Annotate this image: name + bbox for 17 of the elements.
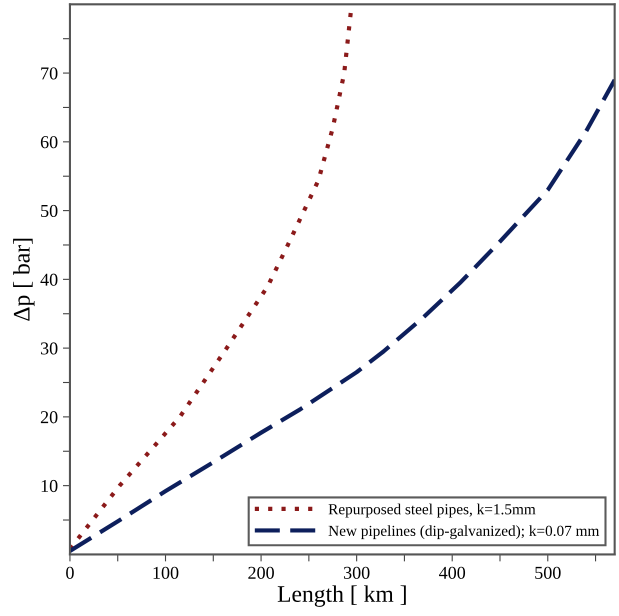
- x-tick-label: 200: [248, 566, 274, 579]
- y-tick-label: 40: [40, 274, 58, 286]
- y-tick-label: 60: [40, 136, 58, 148]
- x-tick-label: 500: [535, 566, 561, 579]
- y-tick-label: 20: [40, 411, 58, 424]
- x-tick-label: 400: [439, 566, 466, 579]
- x-tick-label: 0: [66, 566, 74, 579]
- x-tick-label: 300: [344, 566, 370, 579]
- x-axis-title: Length [ km ]: [278, 585, 406, 607]
- y-axis-title: Δp [ bar]: [13, 238, 35, 321]
- y-tick-label: 30: [40, 342, 58, 355]
- legend-label: New pipelines (dip-galvanized); k=0.07 mm: [328, 525, 600, 540]
- legend-label: Repurposed steel pipes, k=1.5mm: [328, 504, 536, 518]
- y-tick-label: 50: [41, 204, 58, 218]
- x-tick-label: 100: [154, 566, 178, 579]
- y-tick-label: 10: [42, 480, 58, 492]
- y-tick-label: 70: [41, 67, 58, 80]
